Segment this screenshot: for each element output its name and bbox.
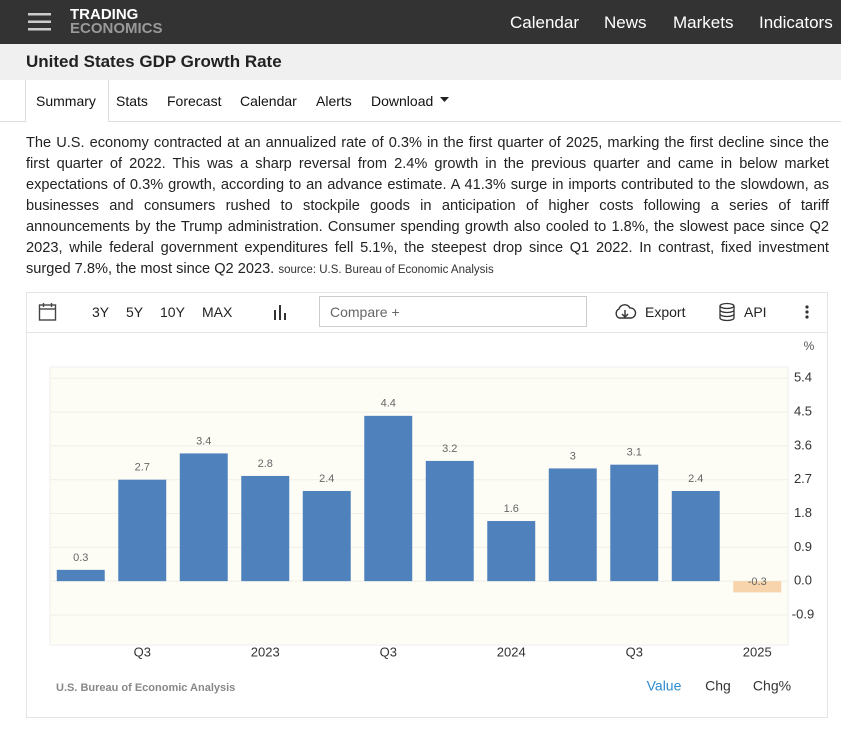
bar bbox=[548, 468, 597, 582]
y-tick-label: 4.5 bbox=[794, 404, 812, 419]
title-bar bbox=[0, 44, 841, 80]
chart-type-icon[interactable] bbox=[272, 303, 290, 321]
nav-link[interactable]: Indicators bbox=[759, 13, 833, 32]
value-label: 2.8 bbox=[258, 458, 273, 470]
value-label: 3 bbox=[570, 450, 576, 462]
x-tick-label: 2023 bbox=[251, 644, 280, 659]
bar bbox=[179, 453, 228, 582]
value-label: 4.4 bbox=[381, 398, 396, 410]
y-tick-label: 0.0 bbox=[794, 573, 812, 588]
range-button[interactable]: 3Y bbox=[92, 304, 110, 320]
chart-box bbox=[26, 292, 828, 718]
toolbar bbox=[27, 293, 827, 333]
y-tick-label: 0.9 bbox=[794, 539, 812, 554]
bar bbox=[733, 581, 782, 593]
view-mode[interactable]: Chg bbox=[705, 678, 731, 694]
summary-text: The U.S. economy contracted at an annual… bbox=[26, 135, 829, 277]
tab[interactable]: Alerts bbox=[316, 93, 352, 109]
y-unit: % bbox=[804, 339, 815, 353]
tab[interactable]: Summary bbox=[36, 93, 96, 109]
value-label: 2.4 bbox=[319, 473, 334, 485]
range-button[interactable]: 5Y bbox=[126, 304, 144, 320]
tab[interactable]: Calendar bbox=[240, 93, 297, 109]
tab[interactable]: Download bbox=[371, 93, 434, 109]
chart: % -0.9 0.0 0.9 1.8 2.7 3.6 4.5 5.4 0.3 Q3 2.7 3.4 202… bbox=[49, 339, 815, 694]
active-tab bbox=[25, 80, 109, 122]
x-tick-label: Q3 bbox=[626, 644, 643, 659]
view-mode[interactable]: Chg% bbox=[753, 678, 791, 694]
value-label: 0.3 bbox=[73, 552, 88, 564]
y-tick-label: 2.7 bbox=[794, 471, 812, 486]
caret bbox=[440, 97, 449, 102]
y-tick-label: 5.4 bbox=[794, 370, 812, 385]
compare-input[interactable]: Compare + bbox=[319, 296, 587, 327]
header: TRADING ECONOMICS Calendar News Markets … bbox=[0, 0, 841, 44]
tab[interactable]: Forecast bbox=[167, 93, 222, 109]
bar bbox=[671, 490, 720, 582]
x-tick-label: 2024 bbox=[497, 644, 526, 659]
bar bbox=[425, 460, 474, 582]
calendar-icon[interactable] bbox=[38, 302, 58, 322]
api-button[interactable]: API bbox=[744, 304, 767, 320]
value-label: 1.6 bbox=[504, 503, 519, 515]
bar bbox=[364, 415, 413, 582]
logo-top[interactable]: TRADING bbox=[70, 6, 139, 23]
x-tick-label: Q3 bbox=[380, 644, 397, 659]
y-tick-label: -0.9 bbox=[792, 606, 814, 621]
value-label: 3.4 bbox=[196, 435, 211, 447]
tab-divider bbox=[0, 121, 841, 122]
nav-link[interactable]: Markets bbox=[673, 13, 734, 32]
bar bbox=[610, 464, 659, 582]
logo-bottom[interactable]: ECONOMICS bbox=[70, 20, 163, 37]
more-icon[interactable] bbox=[804, 304, 810, 320]
bar bbox=[56, 569, 105, 582]
nav-link[interactable]: News bbox=[604, 13, 647, 32]
bar bbox=[487, 521, 536, 582]
view-mode[interactable]: Value bbox=[647, 678, 682, 694]
menu-icon[interactable] bbox=[28, 12, 52, 32]
summary: The U.S. economy contracted at an annual… bbox=[26, 133, 829, 281]
nav-link[interactable]: Calendar bbox=[510, 13, 579, 32]
export-button[interactable]: Export bbox=[645, 304, 686, 320]
chart-source: U.S. Bureau of Economic Analysis bbox=[56, 682, 235, 694]
x-tick-label: Q3 bbox=[134, 644, 151, 659]
range-button[interactable]: MAX bbox=[202, 304, 233, 320]
y-tick-label: 1.8 bbox=[794, 505, 812, 520]
export-icon[interactable] bbox=[613, 302, 637, 322]
value-label: 3.2 bbox=[442, 443, 457, 455]
y-tick-label: 3.6 bbox=[794, 437, 812, 452]
x-tick-label: 2025 bbox=[743, 644, 772, 659]
summary-source: source: U.S. Bureau of Economic Analysis bbox=[278, 264, 494, 276]
page-title: United States GDP Growth Rate bbox=[26, 52, 282, 71]
tab[interactable]: Stats bbox=[116, 93, 148, 109]
value-label: -0.3 bbox=[748, 576, 767, 588]
value-label: 3.1 bbox=[627, 447, 642, 459]
bar bbox=[118, 479, 167, 582]
bar bbox=[241, 475, 290, 582]
range-button[interactable]: 10Y bbox=[160, 304, 185, 320]
api-icon[interactable] bbox=[718, 302, 736, 322]
bar bbox=[302, 490, 351, 582]
value-label: 2.4 bbox=[688, 473, 703, 485]
value-label: 2.7 bbox=[135, 462, 150, 474]
plot-area bbox=[49, 366, 789, 646]
